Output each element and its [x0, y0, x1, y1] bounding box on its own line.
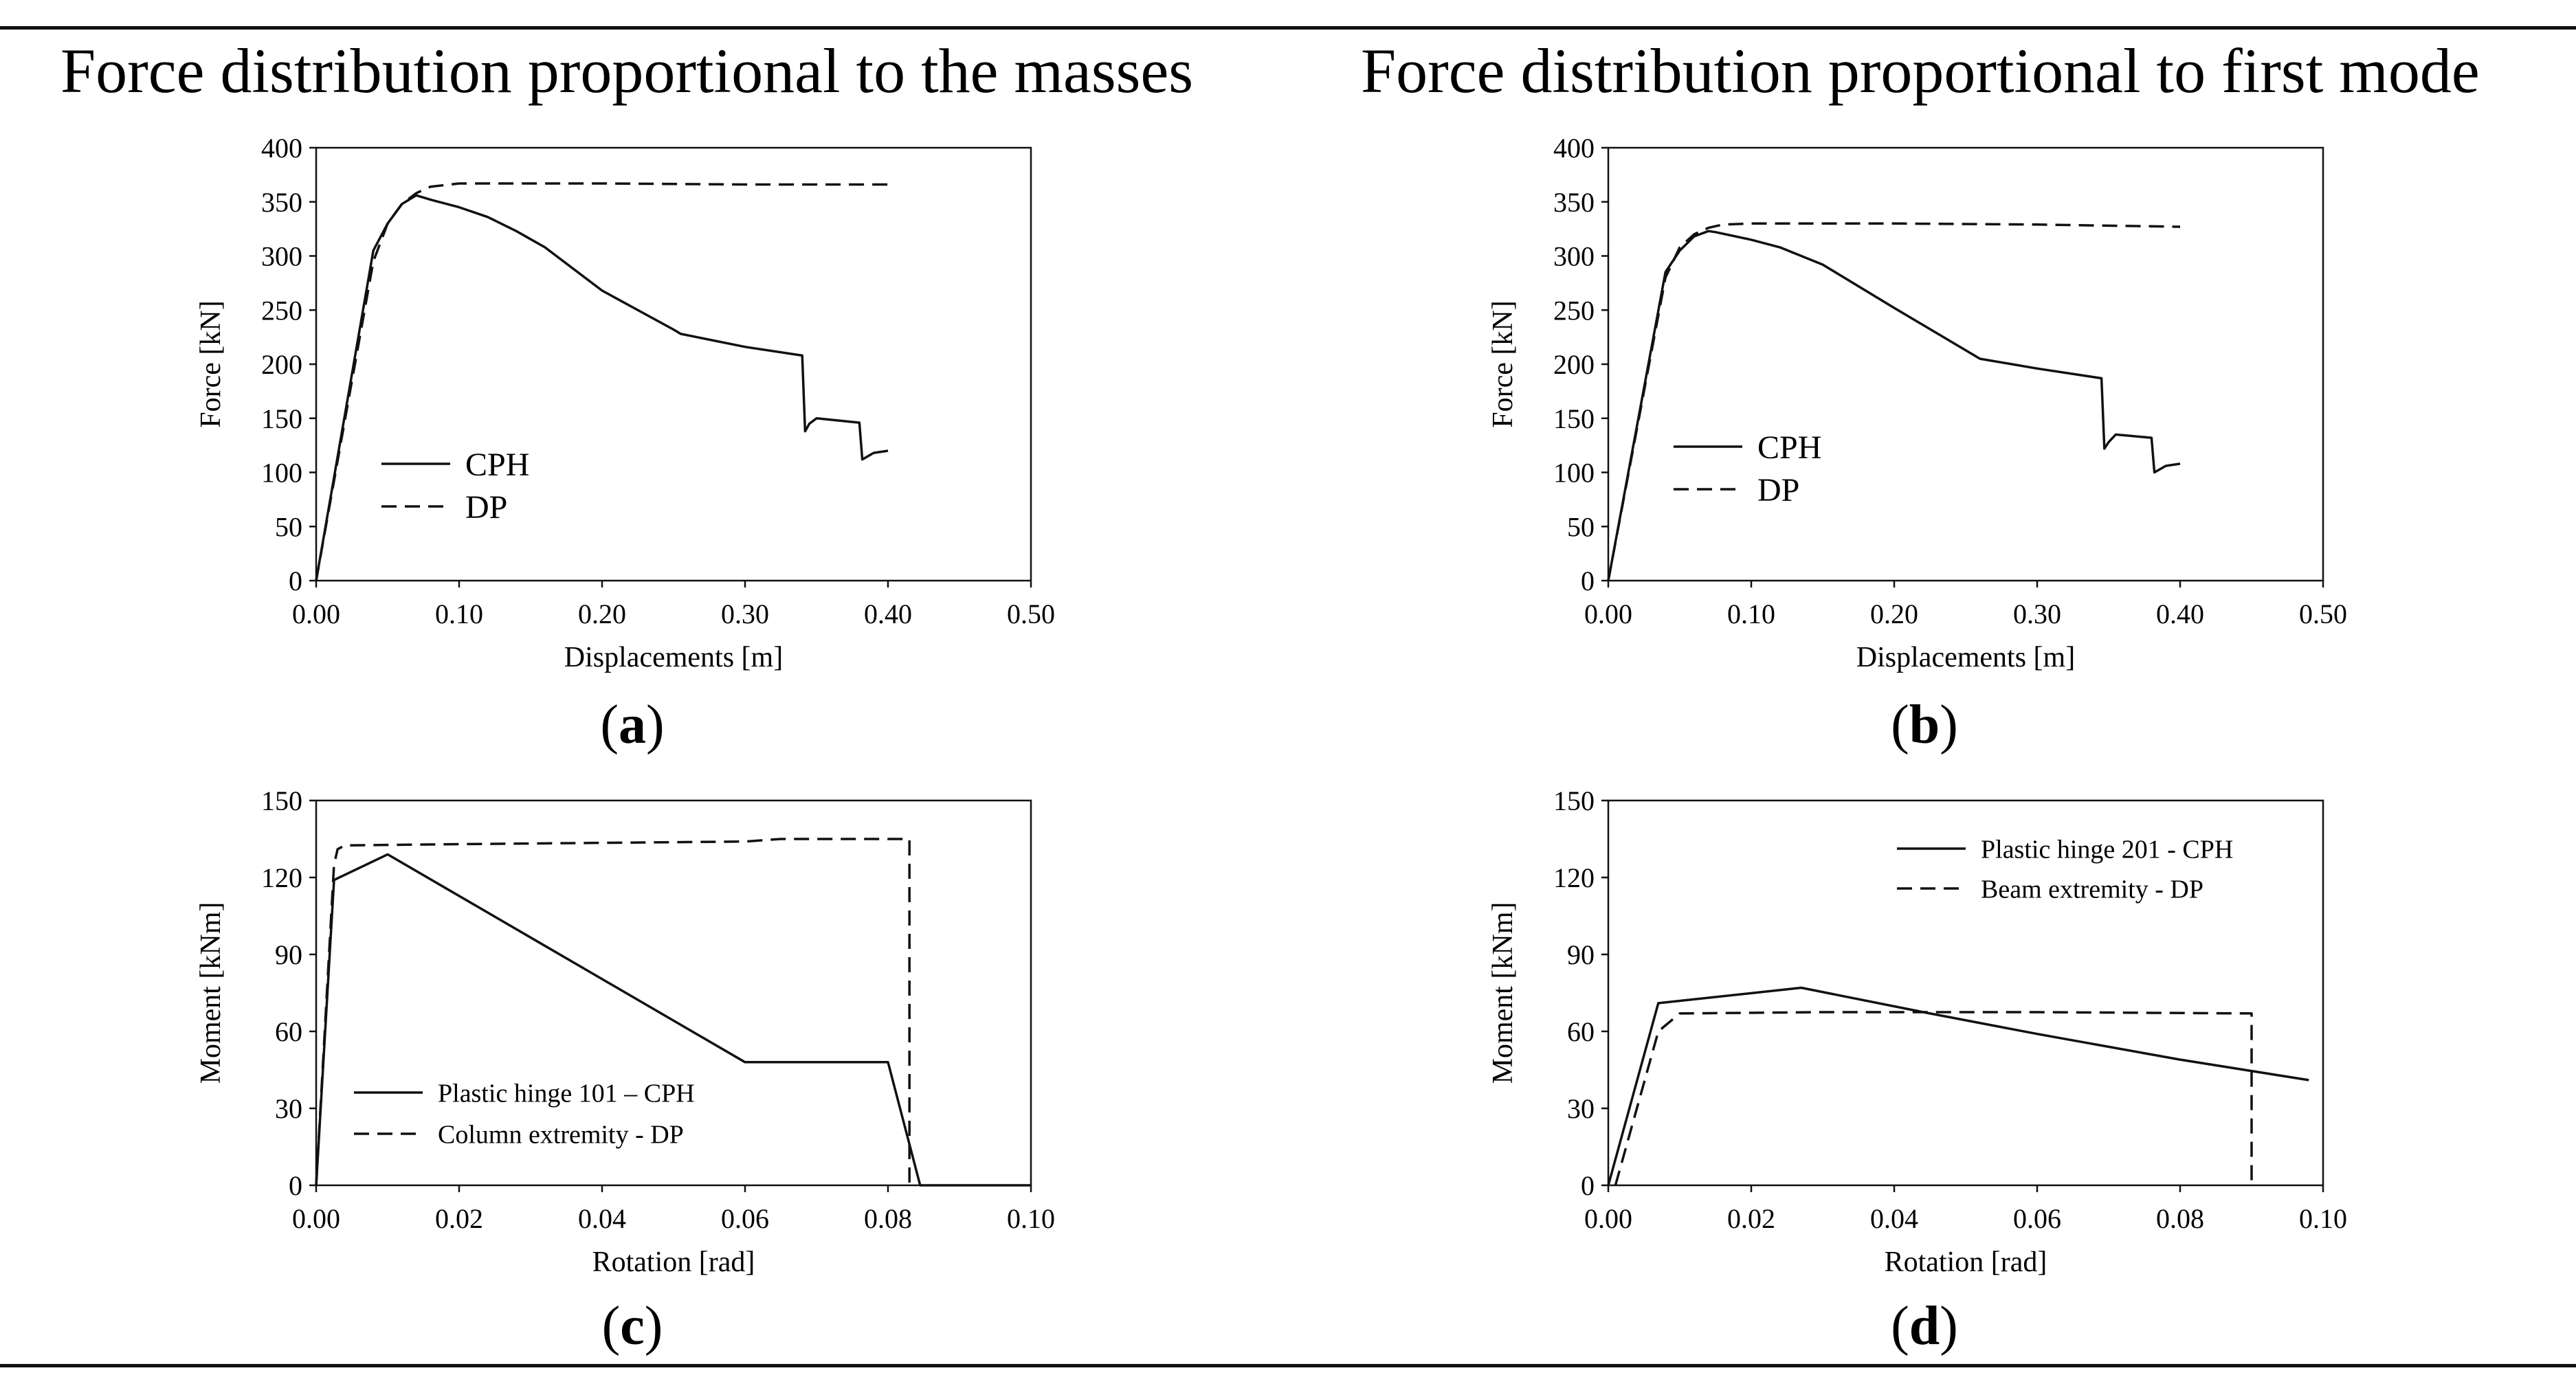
- x-tick-label: 0.06: [721, 1203, 769, 1234]
- y-tick-label: 50: [275, 511, 302, 542]
- y-tick-label: 0: [289, 566, 302, 596]
- heading-right: Force distribution proportional to first…: [1361, 36, 2480, 106]
- x-tick-label: 0.02: [1727, 1203, 1775, 1234]
- series-line-solid: [1607, 986, 2309, 1186]
- x-axis-title: Displacements [m]: [564, 642, 783, 673]
- y-tick-label: 200: [261, 349, 302, 380]
- x-tick-label: 0.30: [721, 598, 769, 629]
- y-axis-title: Force [kN]: [195, 300, 227, 427]
- y-tick-label: 30: [275, 1093, 302, 1124]
- x-tick-label: 0.00: [292, 598, 340, 629]
- x-tick-label: 0.50: [1007, 598, 1055, 629]
- legend-label: Column extremity - DP: [438, 1120, 684, 1149]
- y-tick-label: 150: [1553, 403, 1595, 434]
- y-tick-label: 0: [1581, 566, 1595, 596]
- x-tick-label: 0.08: [2156, 1203, 2204, 1234]
- chart-c: 0 30 60 90 120 150 0.00 0.02 0.04 0.06 0.08 0.10 Rot…: [195, 785, 1055, 1278]
- chart-d: 0 30 60 90 120 150 0.00 0.02 0.04 0.06 0.08 0.10 Rot…: [1487, 785, 2347, 1278]
- y-tick-label: 60: [1567, 1016, 1595, 1047]
- x-tick-label: 0.04: [578, 1203, 626, 1234]
- chart-a: 0 50 100 150 200 250 300 350 400 0.00 0.10 0.20 0.30…: [195, 133, 1055, 673]
- caption-c: (c): [601, 1296, 663, 1356]
- x-tick-label: 0.40: [2156, 598, 2204, 629]
- heading-left: Force distribution proportional to the m…: [60, 36, 1194, 106]
- series-line-dashed: [315, 182, 888, 581]
- y-tick-label: 0: [1581, 1170, 1595, 1201]
- legend-label: Plastic hinge 101 – CPH: [438, 1079, 695, 1108]
- y-axis-title: Moment [kNm]: [1487, 902, 1519, 1084]
- x-tick-label: 0.06: [2013, 1203, 2061, 1234]
- chart-panel-c: 0 30 60 90 120 150 0.00 0.02 0.04 0.06 0.08 0.10 Rot…: [0, 770, 1168, 1292]
- legend-label: DP: [1757, 472, 1799, 508]
- y-tick-label: 90: [275, 939, 302, 970]
- legend-label: Beam extremity - DP: [1981, 875, 2203, 904]
- y-tick-label: 0: [289, 1170, 302, 1201]
- y-tick-label: 300: [261, 241, 302, 272]
- y-tick-label: 100: [261, 458, 302, 489]
- x-tick-label: 0.50: [2299, 598, 2347, 629]
- y-tick-label: 150: [1553, 785, 1595, 816]
- caption-b: (b): [1891, 695, 1958, 755]
- x-tick-label: 0.20: [1870, 598, 1918, 629]
- x-tick-label: 0.10: [2299, 1203, 2347, 1234]
- plot-frame: [315, 799, 1032, 1187]
- legend-label: CPH: [465, 447, 529, 483]
- x-tick-label: 0.04: [1870, 1203, 1918, 1234]
- bottom-rule: [0, 1364, 2576, 1367]
- x-axis-title: Rotation [rad]: [592, 1246, 755, 1278]
- x-tick-label: 0.02: [435, 1203, 483, 1234]
- chart-panel-a: 0 50 100 150 200 250 300 350 400 0.00 0.10 0.20 0.30…: [0, 117, 1168, 701]
- y-tick-label: 400: [1553, 133, 1595, 164]
- x-tick-label: 0.08: [864, 1203, 912, 1234]
- x-tick-label: 0.10: [1727, 598, 1775, 629]
- top-rule: [0, 26, 2576, 30]
- y-axis-title: Force [kN]: [1487, 300, 1519, 427]
- series-line-dashed: [315, 838, 911, 1186]
- y-tick-label: 60: [275, 1016, 302, 1047]
- series-line-dashed: [1607, 222, 2181, 581]
- legend-label: CPH: [1757, 429, 1821, 466]
- y-tick-label: 150: [261, 785, 302, 816]
- chart-panel-d: 0 30 60 90 120 150 0.00 0.02 0.04 0.06 0.08 0.10 Rot…: [1292, 770, 2461, 1292]
- y-tick-label: 250: [1553, 295, 1595, 326]
- x-tick-label: 0.00: [292, 1203, 340, 1234]
- caption-d: (d): [1891, 1296, 1958, 1356]
- y-tick-label: 120: [261, 862, 302, 893]
- x-axis-title: Rotation [rad]: [1885, 1246, 2047, 1278]
- caption-a: (a): [600, 695, 665, 755]
- y-tick-label: 90: [1567, 939, 1595, 970]
- legend-label: Plastic hinge 201 - CPH: [1981, 835, 2233, 864]
- y-tick-label: 250: [261, 295, 302, 326]
- y-tick-label: 300: [1553, 241, 1595, 272]
- series-line-dashed: [1614, 1011, 2253, 1186]
- legend-label: DP: [465, 489, 507, 526]
- x-tick-label: 0.10: [435, 598, 483, 629]
- x-tick-label: 0.00: [1584, 1203, 1632, 1234]
- x-tick-label: 0.00: [1584, 598, 1632, 629]
- y-tick-label: 200: [1553, 349, 1595, 380]
- y-tick-label: 350: [1553, 187, 1595, 218]
- y-tick-label: 30: [1567, 1093, 1595, 1124]
- series-line-solid: [1607, 230, 2181, 581]
- y-tick-label: 120: [1553, 862, 1595, 893]
- series-line-solid: [315, 194, 889, 581]
- x-tick-label: 0.30: [2013, 598, 2061, 629]
- y-tick-label: 350: [261, 187, 302, 218]
- chart-panel-b: 0 50 100 150 200 250 300 350 400 0.00 0.10 0.20 0.30…: [1292, 117, 2461, 701]
- x-tick-label: 0.20: [578, 598, 626, 629]
- chart-b: 0 50 100 150 200 250 300 350 400 0.00 0.10 0.20 0.30…: [1487, 133, 2347, 673]
- y-axis-title: Moment [kNm]: [195, 902, 227, 1084]
- x-tick-label: 0.10: [1007, 1203, 1055, 1234]
- x-axis-title: Displacements [m]: [1856, 642, 2075, 673]
- y-tick-label: 400: [261, 133, 302, 164]
- y-tick-label: 50: [1567, 511, 1595, 542]
- x-tick-label: 0.40: [864, 598, 912, 629]
- y-tick-label: 100: [1553, 458, 1595, 489]
- plot-frame: [1607, 799, 2324, 1187]
- y-tick-label: 150: [261, 403, 302, 434]
- plot-frame: [1607, 146, 2324, 582]
- plot-frame: [315, 146, 1032, 582]
